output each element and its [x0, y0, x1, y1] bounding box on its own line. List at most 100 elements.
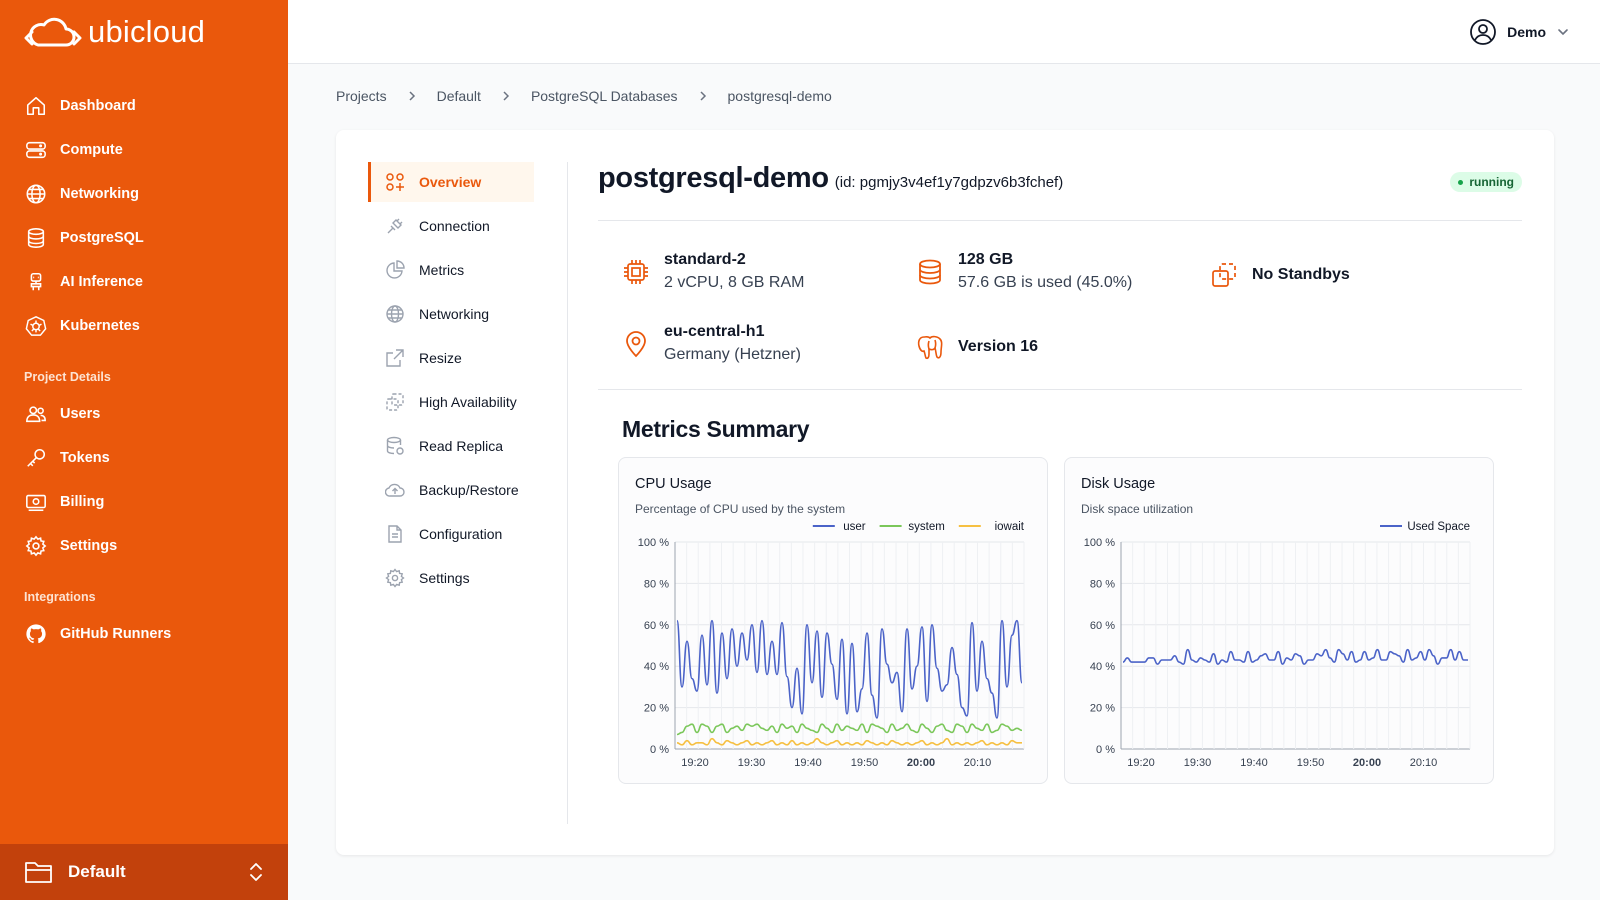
cpu-usage-chart: 0 % 20 % 40 % 60 % 80 % 100 % 19:20 19:30 19:40 1… [638, 521, 1025, 769]
series-line-system [676, 723, 1023, 736]
cloud-logo-icon [24, 17, 82, 47]
y-tick-label: 40 % [644, 661, 669, 673]
sidebar-item-networking[interactable]: Networking [0, 172, 288, 216]
tab-networking[interactable]: Networking [368, 294, 534, 334]
spec-storage-name: 128 GB [958, 251, 1014, 268]
sidebar-item-tokens[interactable]: Tokens [0, 436, 288, 480]
x-tick-label: 19:20 [681, 757, 709, 769]
github-icon [26, 624, 46, 644]
user-name: Demo [1507, 24, 1546, 40]
y-tick-label: 60 % [644, 620, 669, 632]
x-tick-label: 19:50 [851, 757, 879, 769]
sidebar-item-dashboard[interactable]: Dashboard [0, 84, 288, 128]
sidebar-item-postgresql[interactable]: PostgreSQL [0, 216, 288, 260]
y-tick-label: 100 % [638, 537, 669, 549]
status-text: running [1469, 175, 1514, 189]
disk-usage-chart-card: Disk Usage Disk space utilization 0 % 20 … [1064, 457, 1494, 784]
divider [598, 389, 1522, 390]
overview-content: postgresql-demo (id: pgmjy3v4ef1y7gdpzv6… [598, 162, 1522, 456]
cloud-upload-icon [385, 483, 405, 497]
x-tick-label: 19:40 [794, 757, 822, 769]
breadcrumb-current[interactable]: postgresql-demo [727, 88, 832, 104]
x-tick-label: 19:40 [1240, 757, 1268, 769]
brand-name: ubicloud [88, 14, 206, 49]
chevron-right-icon [501, 90, 511, 102]
sidebar-item-label: Settings [60, 538, 118, 554]
chart-subtitle: Percentage of CPU used by the system [635, 502, 846, 516]
key-icon [27, 448, 46, 467]
x-tick-label: 19:20 [1127, 757, 1155, 769]
sidebar-nav: Dashboard Compute Networking PostgreSQL … [0, 84, 288, 656]
copy-icon [1212, 263, 1236, 287]
x-tick-label: 20:10 [1410, 757, 1438, 769]
project-switcher[interactable]: Default [0, 844, 288, 900]
users-icon [26, 406, 46, 423]
y-tick-label: 20 % [1090, 703, 1115, 715]
sidebar-item-github-runners[interactable]: GitHub Runners [0, 612, 288, 656]
plug-icon [387, 218, 403, 234]
series-line-used-space [1122, 648, 1468, 665]
sidebar-item-label: AI Inference [60, 274, 143, 290]
breadcrumb-default[interactable]: Default [436, 88, 481, 104]
sidebar-item-label: PostgreSQL [60, 230, 144, 246]
tab-configuration[interactable]: Configuration [368, 514, 534, 554]
chevron-right-icon [698, 90, 708, 102]
y-tick-label: 80 % [644, 578, 669, 590]
sidebar-item-label: Kubernetes [60, 318, 140, 334]
tab-settings[interactable]: Settings [368, 558, 534, 598]
legend-label: system [908, 521, 944, 533]
tab-label: Metrics [419, 262, 465, 278]
sidebar-section-project-details: Project Details [24, 370, 111, 384]
tab-label: Overview [419, 174, 482, 190]
sidebar-item-billing[interactable]: Billing [0, 480, 288, 524]
resize-icon [386, 349, 404, 367]
database-replica-icon [386, 436, 404, 455]
tab-resize[interactable]: Resize [368, 338, 534, 378]
spec-version-name: Version 16 [958, 338, 1039, 355]
cpu-chip-icon [624, 260, 648, 284]
sidebar-item-label: Networking [60, 186, 139, 202]
legend-label: iowait [995, 521, 1025, 533]
resource-specs: standard-2 2 vCPU, 8 GB RAM 128 GB 57.6 … [598, 221, 1522, 389]
x-tick-label: 19:50 [1297, 757, 1325, 769]
chevron-right-icon [407, 90, 417, 102]
sidebar-item-users[interactable]: Users [0, 392, 288, 436]
breadcrumb-postgresql-databases[interactable]: PostgreSQL Databases [530, 88, 678, 104]
sidebar-item-kubernetes[interactable]: Kubernetes [0, 304, 288, 348]
legend-label: user [843, 521, 866, 533]
postgresql-elephant-icon [917, 335, 943, 360]
chevron-down-icon [1558, 29, 1568, 36]
brand-logo[interactable]: ubicloud [24, 14, 205, 50]
x-tick-label: 20:10 [964, 757, 992, 769]
sidebar-item-compute[interactable]: Compute [0, 128, 288, 172]
user-menu[interactable]: Demo [1469, 18, 1570, 46]
gear-icon [25, 535, 47, 557]
document-icon [388, 525, 402, 543]
spec-storage-desc: 57.6 GB is used (45.0%) [958, 274, 1133, 291]
tab-overview[interactable]: Overview [368, 162, 534, 202]
x-tick-label: 19:30 [738, 757, 766, 769]
tab-connection[interactable]: Connection [368, 206, 534, 246]
tab-label: Backup/Restore [419, 482, 519, 498]
sidebar-section-integrations: Integrations [24, 590, 96, 604]
tab-label: High Availability [419, 394, 517, 410]
sidebar-item-ai-inference[interactable]: AI Inference [0, 260, 288, 304]
resource-subnav: Overview Connection Metrics Networking R… [368, 162, 534, 602]
tab-read-replica[interactable]: Read Replica [368, 426, 534, 466]
tab-high-availability[interactable]: High Availability [368, 382, 534, 422]
spec-location-desc: Germany (Hetzner) [664, 346, 801, 363]
tab-backup-restore[interactable]: Backup/Restore [368, 470, 534, 510]
topbar: Demo [288, 0, 1600, 64]
spec-size: standard-2 2 vCPU, 8 GB RAM [622, 249, 804, 295]
spec-size-desc: 2 vCPU, 8 GB RAM [664, 274, 805, 291]
location-pin-icon [626, 331, 646, 358]
x-tick-label: 20:00 [907, 757, 935, 769]
tab-metrics[interactable]: Metrics [368, 250, 534, 290]
tab-label: Connection [419, 218, 490, 234]
series-line-user [676, 619, 1023, 719]
sidebar-item-settings[interactable]: Settings [0, 524, 288, 568]
overview-icon [386, 173, 404, 191]
breadcrumb-projects[interactable]: Projects [336, 88, 387, 104]
sidebar-item-label: Dashboard [60, 98, 136, 114]
tab-label: Networking [419, 306, 490, 322]
